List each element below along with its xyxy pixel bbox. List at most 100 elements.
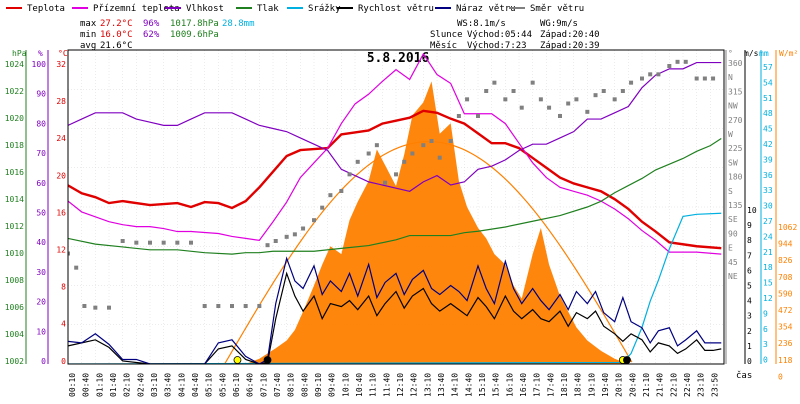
wind-direction-point	[465, 97, 470, 102]
wind-direction-point	[374, 143, 379, 148]
axis-tick-rain: 6	[763, 325, 768, 334]
sunset-time: Západ:20:40	[540, 30, 600, 40]
axis-tick-dir: N	[728, 73, 733, 82]
axis-tick-solar: 1062	[778, 223, 797, 232]
axis-unit-temp: °C	[58, 49, 68, 58]
wind-direction-point	[320, 205, 325, 210]
wind-direction-point	[402, 159, 407, 164]
stats-min-label: min	[80, 30, 96, 40]
series-line-press	[68, 137, 722, 255]
wind-direction-point	[189, 240, 193, 245]
axis-tick-press: 1020	[5, 114, 24, 123]
axis-tick-hum: 60	[36, 179, 46, 188]
x-tick-label: 04:40	[191, 373, 200, 397]
x-axis-label: čas	[736, 370, 752, 381]
axis-tick-hum: 30	[36, 268, 46, 277]
axis-tick-hum: 90	[36, 90, 46, 99]
x-tick-label: 19:10	[587, 373, 596, 397]
axis-tick-rain: 39	[763, 155, 773, 164]
wind-direction-point	[328, 193, 333, 198]
wind-direction-point	[448, 139, 453, 143]
wind-direction-point	[694, 76, 699, 81]
axis-tick-rain: 45	[763, 125, 773, 134]
axis-tick-wind: 9	[747, 221, 752, 230]
x-tick-label: 04:10	[177, 373, 186, 397]
x-tick-label: 02:40	[136, 373, 145, 397]
wind-direction-point	[656, 72, 661, 77]
wind-direction-point	[175, 240, 180, 245]
solar-radiation-area	[68, 81, 722, 364]
legend-label: Směr větru	[530, 4, 584, 14]
axis-tick-solar: 826	[778, 256, 793, 265]
axis-tick-temp: 12	[56, 246, 66, 255]
wind-direction-point	[574, 97, 579, 102]
wind-direction-point	[492, 80, 497, 85]
x-tick-label: 13:10	[423, 373, 432, 397]
axis-tick-rain: 0	[763, 356, 768, 365]
axis-tick-hum: 10	[36, 327, 46, 336]
x-tick-label: 17:10	[533, 373, 542, 397]
wind-direction-point	[265, 243, 270, 248]
axis-tick-dir: W	[728, 130, 733, 139]
stats-avg-label: avg	[80, 41, 96, 51]
wind-direction-point	[702, 76, 707, 81]
wind-direction-point	[383, 180, 388, 185]
axis-tick-press: 1002	[5, 357, 24, 366]
plot-frame	[67, 49, 725, 365]
axis-tick-solar: 590	[778, 289, 793, 298]
axis-tick-wind: 5	[747, 282, 752, 291]
wind-direction-point	[456, 114, 461, 118]
x-tick-label: 21:10	[642, 373, 651, 397]
axis-tick-hum: 50	[36, 209, 46, 218]
sun-moon-info: WS:8.1m/s WG:9m/s Slunce Východ:05:44 Zá…	[430, 19, 600, 51]
wind-direction-point	[394, 172, 398, 177]
x-tick-label: 09:10	[314, 373, 323, 397]
axis-tick-dir: 315	[728, 87, 743, 96]
wind-direction-point	[257, 304, 262, 308]
axes: hPa1024102210201018101610141012101010081…	[5, 49, 799, 381]
x-tick-label: 22:10	[669, 373, 678, 397]
axis-tick-rain: 3	[763, 340, 768, 349]
wind-direction-point	[593, 93, 598, 98]
x-tick-label: 07:10	[259, 373, 268, 397]
axis-tick-wind: 0	[747, 357, 752, 366]
series-line-hum	[68, 61, 722, 192]
stats-rain-total: 28.8mm	[222, 19, 255, 29]
stats-min-temp: 16.0°C	[100, 30, 133, 40]
stats-avg-temp: 21.6°C	[100, 41, 133, 51]
x-tick-label: 14:10	[451, 373, 460, 397]
x-tick-label: 20:10	[615, 373, 624, 397]
wind-direction-point	[148, 240, 152, 245]
wind-direction-point	[476, 114, 480, 118]
axis-tick-dir: SW	[728, 158, 738, 167]
axis-tick-press: 1018	[5, 141, 24, 150]
axis-tick-wind: 8	[747, 236, 752, 245]
x-tick-label: 06:40	[246, 373, 255, 397]
x-tick-label: 10:40	[355, 373, 364, 397]
wind-direction-point	[511, 89, 516, 93]
axis-tick-hum: 70	[36, 149, 46, 158]
wind-direction-point	[339, 189, 344, 193]
x-tick-label: 19:40	[601, 373, 610, 397]
sun-marker	[233, 356, 242, 364]
axis-tick-press: 1008	[5, 276, 24, 285]
x-tick-label: 09:40	[328, 373, 337, 397]
moonset-time: Západ:20:39	[540, 41, 600, 51]
x-tick-label: 00:10	[68, 373, 77, 397]
stats-max-label: max	[80, 19, 97, 29]
chart-title: 5.8.2016	[367, 51, 430, 66]
moon-marker	[263, 356, 272, 364]
axis-unit-solar: W/m²	[779, 49, 798, 58]
axis-tick-temp: 20	[56, 171, 66, 180]
stats-max-hum: 96%	[143, 19, 160, 29]
axis-tick-solar: 472	[778, 306, 793, 315]
axis-tick-solar: 0	[778, 372, 783, 381]
wind-direction-point	[612, 97, 617, 102]
x-tick-label: 12:10	[396, 373, 405, 397]
axis-tick-wind: 6	[747, 266, 752, 275]
axis-tick-dir: NW	[728, 102, 738, 111]
wind-direction-point	[292, 232, 297, 237]
axis-tick-press: 1024	[5, 60, 24, 69]
axis-tick-rain: 24	[763, 232, 773, 241]
